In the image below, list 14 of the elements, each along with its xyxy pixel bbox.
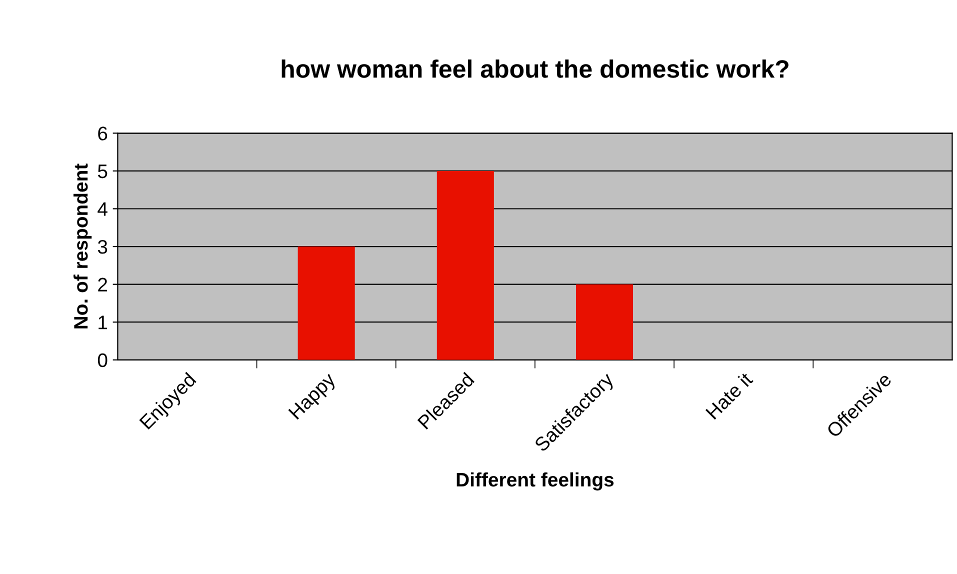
y-tick-label: 1 <box>98 316 108 330</box>
y-tick-label: 4 <box>98 202 108 216</box>
y-tick-label: 6 <box>98 126 108 140</box>
chart-title: how woman feel about the domestic work? <box>282 59 788 78</box>
y-axis-title: No. of respondent <box>73 164 92 328</box>
bar <box>436 170 494 360</box>
y-tick-label: 5 <box>98 164 108 178</box>
x-axis-title: Different feelings <box>456 472 614 491</box>
y-tick-label: 2 <box>98 278 108 292</box>
x-tick-label: Hate it <box>704 371 754 420</box>
bar <box>576 284 634 360</box>
bar <box>298 246 355 360</box>
y-tick-label: 3 <box>98 240 108 254</box>
y-tick-label: 0 <box>98 353 108 368</box>
